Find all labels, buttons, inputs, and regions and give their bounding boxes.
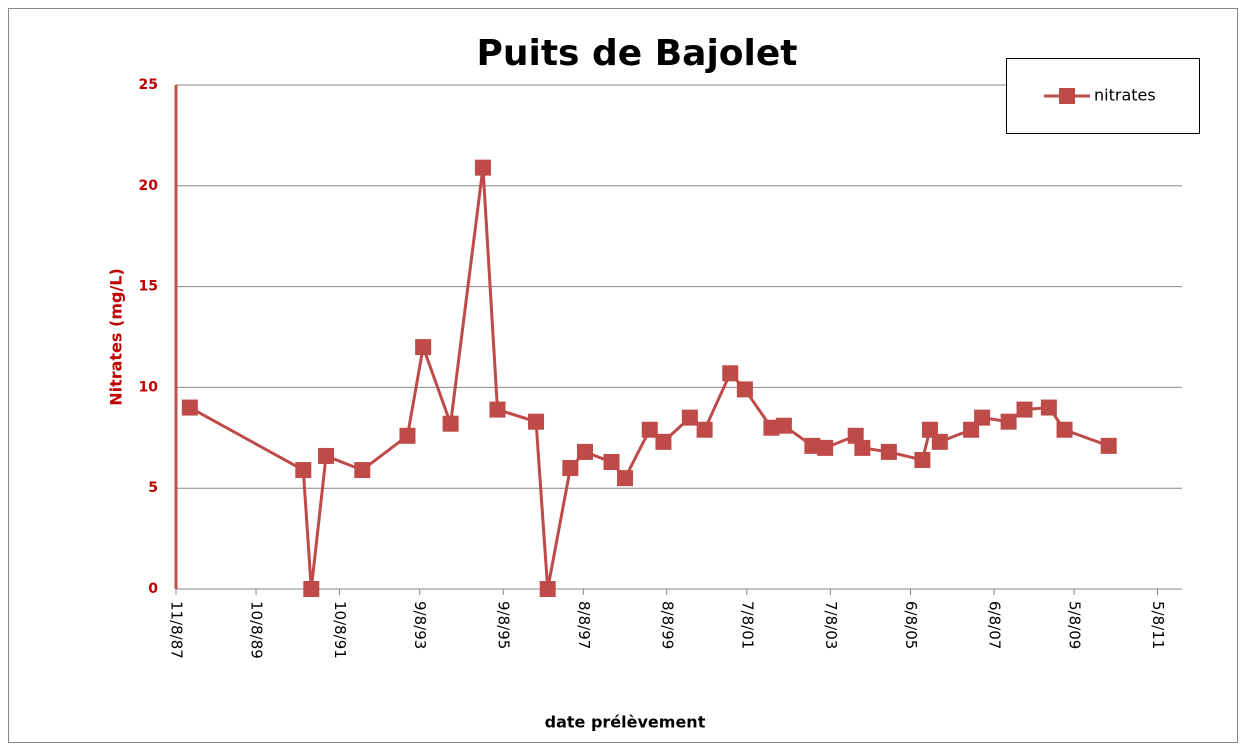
data-point: [847, 427, 864, 444]
data-point: [489, 401, 506, 418]
y-tick-label: 25: [139, 77, 158, 93]
data-point: [854, 439, 871, 456]
x-tick-label: 8/8/99: [658, 601, 676, 649]
data-point: [681, 409, 698, 426]
data-point: [576, 443, 593, 460]
x-tick-label: 9/8/95: [495, 601, 513, 649]
data-point: [474, 159, 491, 176]
data-point: [722, 365, 739, 382]
x-tick-label: 6/8/05: [902, 601, 920, 649]
x-tick-label: 10/8/91: [331, 601, 349, 659]
legend-marker: [1059, 88, 1075, 104]
data-point: [181, 399, 198, 416]
y-tick-label: 10: [139, 379, 159, 395]
data-point: [562, 460, 579, 477]
data-point: [318, 447, 335, 464]
y-tick-label: 5: [148, 480, 158, 496]
y-tick-label: 20: [139, 178, 159, 194]
data-point: [399, 427, 416, 444]
data-point: [641, 421, 658, 438]
data-point: [1100, 437, 1117, 454]
data-point: [763, 419, 780, 436]
data-point: [817, 439, 834, 456]
data-point: [736, 381, 753, 398]
y-tick-label: 0: [148, 581, 158, 597]
data-point: [442, 415, 459, 432]
data-point: [603, 453, 620, 470]
data-point: [528, 413, 545, 430]
data-point: [775, 417, 792, 434]
data-point: [1000, 413, 1017, 430]
data-point: [880, 443, 897, 460]
legend-label: nitrates: [1094, 86, 1156, 105]
x-tick-label: 6/8/07: [985, 601, 1003, 649]
data-point: [295, 462, 312, 479]
y-axis-label: Nitrates (mg/L): [107, 268, 126, 406]
x-tick-label: 5/8/09: [1066, 601, 1084, 649]
data-point: [354, 462, 371, 479]
x-tick-label: 9/8/93: [411, 601, 429, 649]
data-point: [539, 581, 556, 597]
x-tick-label: 7/8/03: [822, 601, 840, 649]
data-point: [1056, 421, 1073, 438]
x-tick-label: 7/8/01: [738, 601, 756, 649]
data-point: [617, 470, 634, 487]
data-point: [655, 433, 672, 450]
y-tick-label: 15: [139, 279, 158, 295]
data-point: [804, 437, 821, 454]
x-tick-label: 11/8/87: [168, 601, 186, 659]
data-point: [921, 421, 938, 438]
data-point: [931, 433, 948, 450]
data-point: [1016, 401, 1033, 418]
data-point: [303, 581, 320, 597]
data-point: [914, 451, 931, 468]
x-axis-label: date prélèvement: [545, 713, 706, 732]
data-point: [1040, 399, 1057, 416]
x-tick-label: 10/8/89: [248, 601, 266, 659]
data-point: [974, 409, 991, 426]
legend-box: [1006, 58, 1200, 134]
data-point: [963, 421, 980, 438]
x-tick-label: 8/8/97: [575, 601, 593, 649]
data-point: [415, 339, 432, 356]
chart-title: Puits de Bajolet: [476, 33, 797, 74]
x-tick-label: 5/8/11: [1149, 601, 1167, 649]
data-point: [696, 421, 713, 438]
